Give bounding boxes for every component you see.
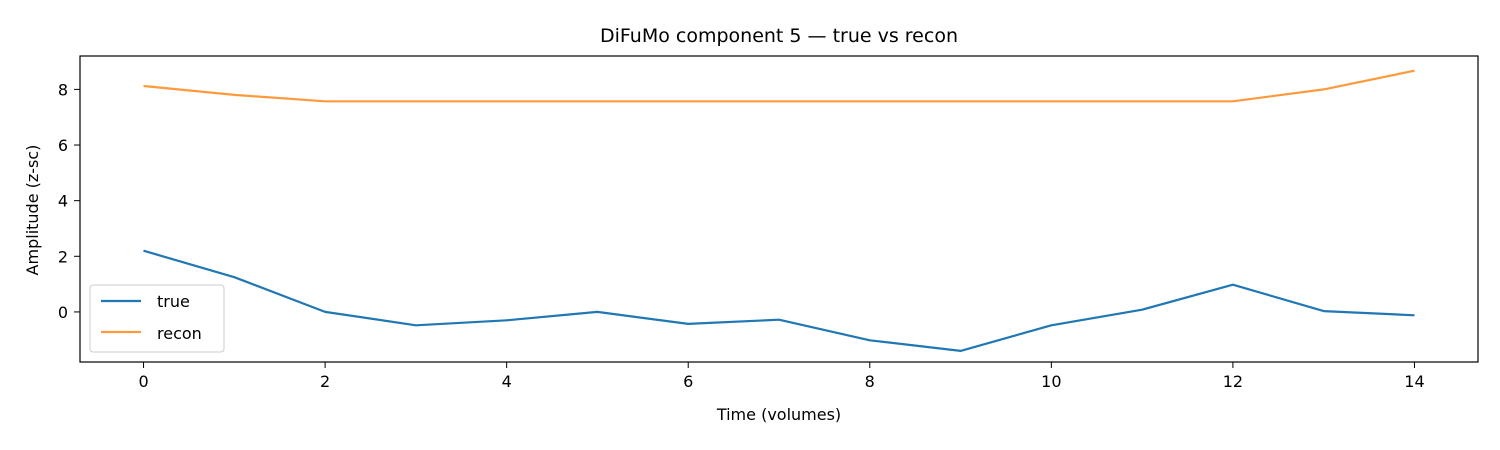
y-tick-label: 4: [58, 192, 68, 211]
x-tick-label: 14: [1404, 372, 1424, 391]
y-tick-label: 8: [58, 80, 68, 99]
x-axis: 0 2 4 6 8 10 12 14: [138, 362, 1425, 391]
plot-area: [143, 69, 1415, 352]
x-tick-label: 4: [502, 372, 512, 391]
y-tick-label: 0: [58, 303, 68, 322]
y-tick-label: 6: [58, 136, 68, 155]
x-tick-label: 2: [320, 372, 330, 391]
plot-frame: [79, 55, 1479, 363]
legend-label-recon: recon: [157, 324, 202, 343]
x-tick-label: 6: [683, 372, 693, 391]
x-tick-label: 10: [1041, 372, 1061, 391]
y-axis-label: Amplitude (z-sc): [23, 145, 42, 276]
series-line-recon: [143, 69, 1415, 103]
x-tick-label: 8: [865, 372, 875, 391]
x-tick-label: 12: [1223, 372, 1243, 391]
series-line-true: [143, 249, 1415, 352]
x-tick-label: 0: [138, 372, 148, 391]
x-axis-label: Time (volumes): [716, 405, 841, 424]
chart-title: DiFuMo component 5 — true vs recon: [600, 25, 958, 47]
y-axis: 0 2 4 6 8: [58, 80, 80, 322]
legend: true recon: [89, 284, 225, 353]
legend-label-true: true: [157, 292, 190, 311]
y-tick-label: 2: [58, 247, 68, 266]
